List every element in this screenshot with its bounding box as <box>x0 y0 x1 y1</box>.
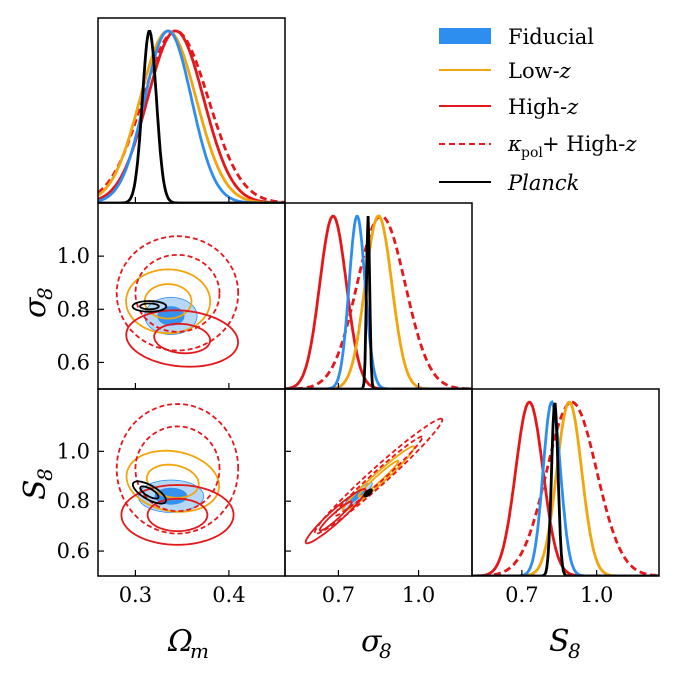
contour-planck-level-1 <box>132 480 167 505</box>
marginal-curve-planck <box>472 402 659 576</box>
svg-text:Planck: Planck <box>507 171 579 195</box>
y-tick-label-sigma-8: 0.6 <box>57 350 90 374</box>
legend-item-planck: Planck <box>439 171 579 195</box>
contour-kappa-pol-high-z-level-1 <box>115 403 240 535</box>
y-tick-label-s-8: 0.6 <box>57 539 90 563</box>
contour-planck-level-2 <box>365 490 371 496</box>
marginal-curve-kappa-pol-high-z <box>472 400 659 576</box>
svg-text:+ High-z: + High-z <box>542 132 637 156</box>
svg-text:κ: κ <box>507 132 522 156</box>
omega-m-marginal-panel <box>98 29 285 203</box>
y-tick-label-s-8: 0.8 <box>57 489 90 513</box>
svg-text:High-z: High-z <box>508 95 579 119</box>
x-tick-label-s-8: 0.7 <box>505 583 538 607</box>
contour-low-z-level-1 <box>125 449 221 513</box>
xlabel-s-8: S 8 <box>549 624 581 663</box>
svg-text:S: S <box>18 479 53 500</box>
legend-item-fiducial: Fiducial <box>439 25 594 49</box>
svg-text:8: 8 <box>568 639 581 663</box>
x-tick-label-sigma-8: 1.0 <box>402 583 435 607</box>
svg-text:8: 8 <box>33 287 57 300</box>
x-tick-label-s-8: 1.0 <box>580 583 613 607</box>
svg-text:Fiducial: Fiducial <box>508 25 594 49</box>
legend: Fiducial Low-z High-z κ pol + High-z Pla… <box>439 25 637 195</box>
contour-low-z-level-1 <box>341 445 416 513</box>
contour-kappa-pol-high-z-level-2 <box>134 253 221 333</box>
svg-text:8: 8 <box>379 639 392 663</box>
panel-frames <box>97 17 660 577</box>
svg-text:Ω: Ω <box>167 624 193 659</box>
legend-item-high-z: High-z <box>439 95 579 119</box>
marginal-curve-planck <box>285 215 472 389</box>
svg-text:pol: pol <box>521 145 543 161</box>
svg-text:8: 8 <box>33 468 57 481</box>
xlabel-omega-m: Ω m <box>167 624 209 663</box>
contour-high-z-level-1 <box>125 309 239 368</box>
legend-swatch-fiducial <box>439 28 491 44</box>
y-tick-label-sigma-8: 0.8 <box>57 297 90 321</box>
x-tick-label-omega-m: 0.3 <box>119 583 152 607</box>
contour-high-z-level-1 <box>120 484 235 546</box>
marginal-curve-low-z <box>285 214 472 389</box>
x-tick-label-sigma-8: 0.7 <box>322 583 355 607</box>
axis-ticks: 0.3 0.4 0.7 1.0 0.7 1.0 0.6 0.8 1.0 0.6 0.8 1.0 <box>57 197 613 607</box>
ylabel-s-8: S 8 <box>18 468 57 500</box>
contour-planck-level-1 <box>131 300 168 313</box>
y-tick-label-s-8: 1.0 <box>57 439 90 463</box>
contour-low-z-level-2 <box>357 459 400 498</box>
xlabel-sigma-8: σ 8 <box>361 624 392 663</box>
marginal-curve-fiducial <box>285 214 472 389</box>
marginal-curve-planck <box>98 30 285 203</box>
contour-low-z-level-1 <box>125 268 212 335</box>
contour-kappa-pol-high-z-level-1 <box>115 235 240 352</box>
s8-vs-omega-m-panel <box>115 403 240 546</box>
s8-marginal-panel <box>472 399 659 576</box>
svg-text:S: S <box>549 624 570 659</box>
contour-kappa-pol-high-z-level-1 <box>313 417 444 535</box>
contour-kappa-pol-high-z-level-2 <box>333 435 424 517</box>
contour-planck-level-2 <box>139 302 160 311</box>
svg-text:Low-z: Low-z <box>508 59 572 83</box>
marginal-curve-low-z <box>472 400 659 576</box>
sigma8-vs-omega-m-panel <box>115 235 240 368</box>
marginal-curve-kappa-pol-high-z <box>285 214 472 389</box>
marginal-curve-low-z <box>98 29 285 203</box>
x-tick-label-omega-m: 0.4 <box>212 583 245 607</box>
legend-item-kappa-pol-high-z: κ pol + High-z <box>439 132 637 161</box>
marginal-curve-fiducial <box>472 399 659 576</box>
marginal-curve-high-z <box>285 214 472 389</box>
s8-vs-sigma8-panel <box>304 417 444 545</box>
contour-low-z-level-2 <box>146 463 200 499</box>
y-tick-label-sigma-8: 1.0 <box>57 244 90 268</box>
svg-text:m: m <box>190 639 209 663</box>
marginal-curve-high-z <box>98 29 285 203</box>
sigma8-marginal-panel <box>285 214 472 389</box>
marginal-curve-high-z <box>472 400 659 576</box>
svg-text:σ: σ <box>18 296 53 318</box>
ylabel-sigma-8: σ 8 <box>18 287 57 318</box>
contour-planck-level-1 <box>363 488 373 498</box>
contour-planck-level-2 <box>139 485 160 500</box>
contour-kappa-pol-high-z-level-2 <box>134 425 221 513</box>
svg-text:σ: σ <box>361 624 383 659</box>
legend-item-low-z: Low-z <box>439 59 572 83</box>
contour-high-z-level-2 <box>146 497 209 532</box>
